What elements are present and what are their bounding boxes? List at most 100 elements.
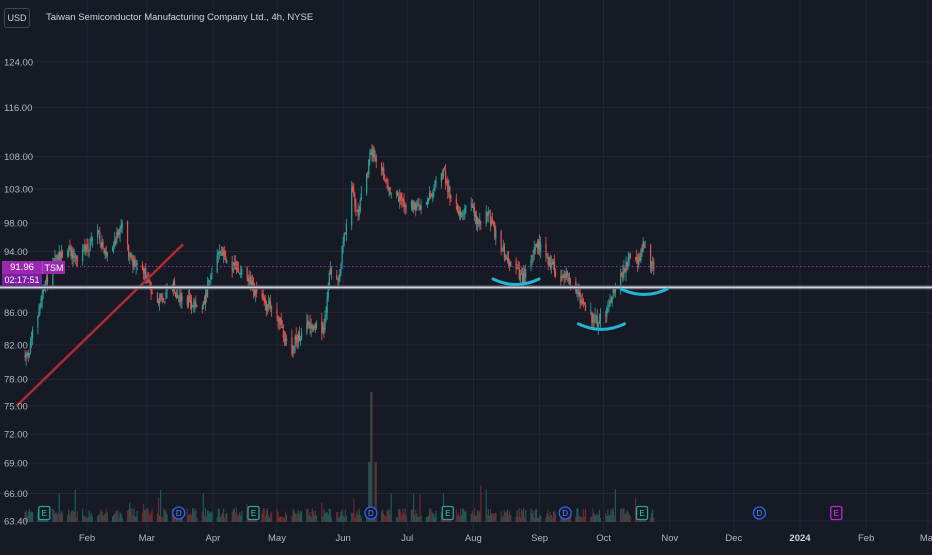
candle-body bbox=[608, 305, 610, 307]
candle bbox=[256, 281, 258, 298]
candle-body bbox=[233, 262, 235, 267]
candle-body bbox=[160, 294, 162, 298]
candle bbox=[370, 148, 372, 155]
candle-body bbox=[141, 264, 144, 271]
candle bbox=[356, 209, 358, 212]
volume-bar bbox=[85, 517, 87, 522]
candle-body bbox=[322, 329, 324, 334]
candle bbox=[509, 258, 511, 272]
volume-bar bbox=[397, 516, 399, 522]
volume-bar bbox=[576, 508, 578, 522]
volume-bar bbox=[285, 514, 288, 522]
candle bbox=[117, 228, 119, 238]
volume-bar bbox=[524, 517, 526, 522]
dividend-marker[interactable]: D bbox=[364, 506, 378, 520]
volume-bar bbox=[411, 509, 414, 522]
candle bbox=[491, 212, 494, 225]
candle bbox=[448, 179, 450, 198]
volume-bar bbox=[532, 510, 534, 522]
volume-bar bbox=[130, 508, 132, 522]
volume-bar bbox=[98, 514, 100, 522]
dividend-marker[interactable]: D bbox=[558, 506, 572, 520]
volume-bar bbox=[485, 489, 487, 522]
volume-bar bbox=[547, 509, 549, 522]
svg-text:E: E bbox=[445, 509, 450, 518]
earnings-marker[interactable]: E bbox=[38, 505, 51, 521]
candle bbox=[369, 149, 371, 166]
candle bbox=[29, 336, 32, 355]
candle bbox=[470, 197, 472, 212]
candle-body bbox=[342, 241, 344, 247]
candle bbox=[283, 331, 286, 347]
volume-bar bbox=[398, 508, 400, 522]
earnings-marker[interactable]: E bbox=[635, 505, 649, 521]
volume-bar bbox=[338, 517, 340, 522]
candle-body bbox=[55, 255, 57, 257]
x-tick-label: Oct bbox=[596, 533, 611, 544]
candle-body bbox=[417, 204, 419, 206]
candle bbox=[427, 198, 430, 205]
dividend-marker[interactable]: D bbox=[172, 506, 186, 520]
candle-body bbox=[39, 306, 41, 311]
volume-bar bbox=[531, 513, 533, 522]
candle bbox=[515, 257, 517, 275]
candle-body bbox=[448, 186, 450, 192]
candle-body bbox=[114, 239, 116, 245]
candle-body bbox=[165, 291, 167, 300]
volume-bar bbox=[344, 509, 346, 522]
candle-body bbox=[495, 230, 497, 240]
candle bbox=[366, 172, 368, 196]
earnings-marker[interactable]: E bbox=[247, 505, 260, 521]
candle-body bbox=[196, 305, 198, 307]
earnings-marker[interactable]: E bbox=[830, 505, 843, 521]
dividend-marker[interactable]: D bbox=[752, 506, 767, 520]
candle-body bbox=[234, 262, 236, 264]
volume-bar bbox=[579, 515, 581, 522]
candle-body bbox=[161, 296, 163, 299]
candle-body bbox=[267, 303, 270, 307]
volume-bar bbox=[160, 489, 162, 522]
candle-body bbox=[352, 185, 354, 192]
candle bbox=[161, 292, 163, 302]
volume-bar bbox=[425, 517, 428, 522]
candle-body bbox=[177, 295, 179, 298]
candle bbox=[418, 197, 420, 211]
candle bbox=[652, 256, 654, 272]
currency-button[interactable]: USD bbox=[4, 8, 30, 28]
candle-body bbox=[623, 266, 625, 278]
volume-bar bbox=[282, 517, 284, 522]
earnings-marker[interactable]: E bbox=[441, 505, 454, 521]
volume-bar bbox=[477, 510, 479, 522]
candle-body bbox=[552, 261, 555, 264]
volume-bar bbox=[146, 509, 148, 522]
volume-bar bbox=[156, 513, 159, 522]
candle bbox=[293, 345, 295, 355]
candle bbox=[562, 274, 564, 278]
candle bbox=[580, 294, 582, 306]
volume-bar bbox=[537, 517, 540, 522]
candle-body bbox=[278, 320, 280, 322]
candle bbox=[440, 172, 442, 189]
volume-bar bbox=[145, 508, 147, 522]
volume-bar bbox=[114, 513, 116, 522]
candle-body bbox=[299, 339, 302, 342]
candle bbox=[471, 199, 473, 209]
volume-bar bbox=[221, 512, 224, 522]
volume-bar bbox=[271, 511, 273, 522]
volume-bar bbox=[649, 517, 652, 522]
volume-bar bbox=[545, 517, 547, 522]
y-tick-label: 63.40 bbox=[4, 517, 28, 528]
candle-body bbox=[61, 252, 64, 257]
candle-body bbox=[307, 319, 309, 325]
candle-body bbox=[210, 275, 212, 280]
volume-bar bbox=[220, 514, 223, 522]
candle-body bbox=[612, 288, 614, 294]
volume-bar bbox=[458, 516, 461, 522]
volume-bar bbox=[368, 462, 370, 522]
volume-bar bbox=[584, 508, 587, 522]
candle bbox=[226, 258, 228, 264]
volume-bar bbox=[189, 513, 192, 522]
volume-bar bbox=[623, 508, 625, 522]
